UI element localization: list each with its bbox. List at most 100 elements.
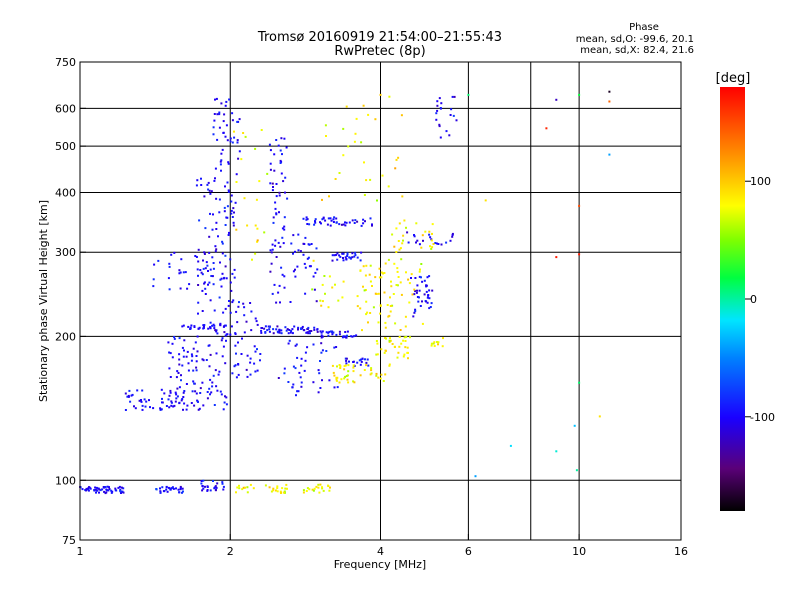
data-point: [231, 272, 234, 275]
data-point: [243, 314, 246, 317]
data-point: [119, 490, 122, 493]
data-point: [437, 341, 440, 344]
data-point: [201, 358, 204, 361]
colorbar-tick-label: 0: [750, 293, 757, 306]
data-point: [362, 104, 365, 107]
data-point: [208, 387, 211, 390]
data-point: [451, 232, 454, 235]
data-point: [237, 305, 240, 308]
data-point: [246, 491, 249, 494]
data-point: [180, 379, 182, 382]
data-point: [367, 321, 369, 324]
data-point: [381, 174, 384, 177]
data-point: [275, 139, 278, 141]
data-point: [223, 331, 226, 334]
data-point: [207, 283, 209, 286]
data-point: [216, 482, 219, 485]
data-point: [312, 259, 315, 262]
data-point: [256, 323, 259, 326]
data-point: [208, 281, 211, 284]
data-point: [285, 329, 288, 332]
data-point: [181, 364, 184, 367]
data-point: [277, 377, 280, 379]
data-point: [221, 481, 224, 484]
data-point: [294, 275, 297, 278]
data-point: [440, 102, 443, 105]
data-point: [608, 153, 611, 156]
data-point: [153, 263, 156, 266]
data-point: [237, 363, 240, 366]
data-point: [305, 218, 308, 221]
data-point: [351, 252, 354, 255]
data-point: [199, 269, 202, 271]
data-point: [347, 145, 350, 148]
data-point: [122, 487, 125, 490]
data-point: [320, 331, 323, 334]
data-point: [279, 162, 282, 164]
x-tick-label: 16: [674, 545, 688, 558]
data-point: [377, 376, 380, 379]
data-point: [200, 480, 203, 482]
data-point: [189, 327, 192, 330]
data-point: [272, 487, 275, 490]
data-point: [266, 172, 269, 175]
data-point: [335, 346, 338, 348]
data-point: [212, 283, 215, 286]
data-point: [218, 113, 221, 116]
data-point: [94, 486, 97, 489]
data-point: [232, 299, 235, 302]
data-point: [335, 379, 338, 382]
data-point: [354, 251, 357, 254]
data-point: [429, 245, 431, 248]
data-point: [157, 259, 160, 262]
data-point: [319, 483, 322, 486]
data-point: [345, 105, 348, 108]
data-point: [278, 191, 281, 194]
data-point: [178, 272, 181, 275]
colorbar-tick-label: 100: [750, 175, 771, 188]
data-point: [414, 308, 417, 311]
data-point: [202, 327, 205, 329]
data-point: [133, 405, 135, 408]
data-point: [212, 133, 215, 136]
data-point: [216, 332, 219, 335]
data-point: [221, 337, 224, 340]
data-point: [233, 136, 236, 139]
data-point: [424, 230, 427, 233]
data-point: [213, 324, 216, 327]
data-point: [274, 244, 277, 247]
data-point: [399, 247, 402, 250]
data-point: [243, 197, 246, 200]
data-point: [412, 315, 415, 318]
data-point: [415, 241, 417, 244]
data-point: [284, 191, 286, 194]
data-point: [335, 378, 338, 381]
data-point: [107, 489, 110, 492]
data-point: [428, 275, 431, 278]
y-tick-label: 75: [62, 534, 76, 547]
data-point: [212, 213, 214, 216]
data-point: [166, 490, 169, 493]
data-point: [173, 337, 176, 340]
data-point: [346, 253, 349, 256]
data-point: [236, 486, 239, 489]
data-point: [124, 392, 127, 395]
data-point: [201, 489, 204, 492]
data-point: [240, 353, 243, 355]
data-point: [297, 328, 299, 331]
data-point: [400, 114, 403, 117]
data-point: [307, 326, 310, 329]
data-point: [429, 306, 432, 308]
data-point: [209, 327, 212, 330]
data-point: [203, 281, 206, 284]
data-point: [195, 184, 198, 187]
data-point: [219, 278, 222, 281]
data-point: [448, 134, 451, 137]
data-point: [228, 98, 231, 101]
data-point: [297, 390, 300, 393]
stats-o-line: mean, sd,O: -99.6, 20.1: [576, 34, 694, 45]
data-point: [274, 489, 277, 492]
data-point: [276, 487, 279, 490]
data-point: [376, 353, 379, 356]
data-point: [210, 391, 213, 394]
